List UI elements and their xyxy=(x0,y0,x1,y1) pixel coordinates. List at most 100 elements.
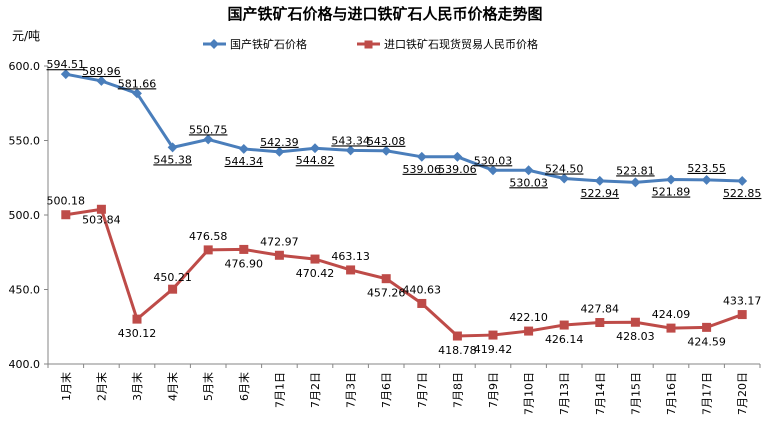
data-point-import xyxy=(239,244,249,254)
data-point-import xyxy=(310,254,320,264)
legend: 国产铁矿石价格 进口铁矿石现货贸易人民币价格 xyxy=(203,37,538,51)
y-tick-label: 600.0 xyxy=(9,60,41,73)
data-label-domestic: 545.38 xyxy=(153,153,192,166)
data-label-import: 422.10 xyxy=(509,311,548,324)
data-label-import: 427.84 xyxy=(581,303,620,316)
data-label-domestic: 539.06 xyxy=(403,163,442,176)
data-label-import: 457.26 xyxy=(367,287,406,300)
legend-marker-import xyxy=(364,40,373,49)
x-tick-label: 7月20日 xyxy=(736,372,749,415)
data-label-domestic: 521.89 xyxy=(652,186,691,199)
x-tick-label: 6月末 xyxy=(237,372,251,401)
data-label-import: 450.21 xyxy=(153,271,192,284)
data-point-import xyxy=(524,326,534,336)
data-point-import xyxy=(203,245,213,255)
data-point-domestic xyxy=(452,151,463,162)
data-label-import: 428.03 xyxy=(616,330,655,343)
data-point-import xyxy=(488,330,498,340)
data-point-domestic xyxy=(167,142,178,153)
x-tick-label: 7月14日 xyxy=(594,372,607,415)
data-label-import: 424.59 xyxy=(687,335,726,348)
data-label-import: 430.12 xyxy=(118,327,157,340)
data-point-import xyxy=(274,250,284,260)
chart-title: 国产铁矿石价格与进口铁矿石人民币价格走势图 xyxy=(227,5,542,23)
x-tick-label: 7月13日 xyxy=(558,372,571,415)
x-axis-ticks: 1月末 2月末 3月末 4月末 5月末 6月末 7月1日 7月2日 7月3日 7月6日 7月7日 7月… xyxy=(59,372,749,415)
data-point-import xyxy=(737,310,747,320)
x-tick-label: 5月末 xyxy=(201,372,215,401)
data-point-domestic xyxy=(203,134,214,145)
x-tick-label: 7月6日 xyxy=(380,372,393,408)
data-point-domestic xyxy=(345,145,356,156)
data-point-import xyxy=(559,320,569,330)
data-label-domestic: 539.06 xyxy=(438,163,477,176)
data-label-domestic: 543.08 xyxy=(367,135,406,148)
data-label-import: 440.63 xyxy=(403,283,442,296)
axes xyxy=(44,65,761,368)
data-point-domestic xyxy=(132,88,142,99)
data-point-import xyxy=(346,265,356,275)
x-tick-label: 7月17日 xyxy=(701,372,714,415)
data-label-import: 419.42 xyxy=(474,343,513,356)
data-point-domestic xyxy=(594,175,605,186)
legend-item-domestic: 国产铁矿石价格 xyxy=(203,37,307,51)
data-label-import: 476.58 xyxy=(189,230,228,243)
data-label-import: 426.14 xyxy=(545,333,584,346)
data-label-import: 424.09 xyxy=(652,308,691,321)
data-point-domestic xyxy=(416,151,427,162)
x-tick-label: 4月末 xyxy=(166,372,180,401)
data-point-domestic xyxy=(523,165,534,176)
series-layer xyxy=(60,69,748,341)
x-tick-label: 7月3日 xyxy=(345,372,358,408)
data-label-domestic: 530.03 xyxy=(474,154,513,167)
data-label-domestic: 550.75 xyxy=(189,123,228,136)
x-tick-label: 7月16日 xyxy=(665,372,678,415)
data-label-domestic: 544.82 xyxy=(296,154,335,167)
data-label-domestic: 544.34 xyxy=(225,155,264,168)
data-label-import: 472.97 xyxy=(260,235,299,248)
data-label-domestic: 522.94 xyxy=(581,187,620,200)
data-point-domestic xyxy=(96,76,107,86)
legend-item-import: 进口铁矿石现货贸易人民币价格 xyxy=(357,37,538,51)
legend-marker-domestic xyxy=(209,39,219,49)
data-point-domestic xyxy=(238,143,249,154)
y-tick-label: 400.0 xyxy=(9,358,41,371)
legend-label-domestic: 国产铁矿石价格 xyxy=(230,37,307,51)
y-tick-label: 500.0 xyxy=(9,209,41,222)
data-point-domestic xyxy=(630,177,641,188)
data-point-import xyxy=(702,322,712,332)
data-label-domestic: 523.55 xyxy=(687,162,726,175)
data-label-domestic: 523.81 xyxy=(616,164,655,177)
data-point-import xyxy=(61,210,71,220)
data-point-domestic xyxy=(559,173,570,184)
data-point-import xyxy=(168,284,178,294)
data-point-domestic xyxy=(381,145,392,156)
x-tick-label: 7月7日 xyxy=(416,372,429,408)
data-label-domestic: 542.39 xyxy=(260,136,299,149)
data-point-domestic xyxy=(310,143,320,154)
data-point-import xyxy=(595,318,605,328)
data-label-import: 476.90 xyxy=(225,257,264,270)
data-label-domestic: 524.50 xyxy=(545,162,584,175)
data-label-domestic: 594.51 xyxy=(47,58,86,71)
y-tick-label: 550.0 xyxy=(9,135,41,148)
data-label-domestic: 522.85 xyxy=(723,187,762,200)
data-point-import xyxy=(381,274,391,284)
data-point-import xyxy=(417,298,427,308)
y-axis-unit: 元/吨 xyxy=(12,29,40,43)
x-tick-label: 7月9日 xyxy=(487,372,500,408)
data-point-domestic xyxy=(488,165,498,176)
data-point-import xyxy=(666,323,676,333)
data-label-import: 433.17 xyxy=(723,295,762,308)
x-tick-label: 7月15日 xyxy=(629,372,642,415)
data-label-domestic: 589.96 xyxy=(82,65,121,78)
data-point-import xyxy=(630,317,640,327)
data-point-domestic xyxy=(274,146,285,157)
data-point-domestic xyxy=(60,69,71,80)
data-label-import: 418.78 xyxy=(438,344,477,357)
legend-label-import: 进口铁矿石现货贸易人民币价格 xyxy=(384,37,538,51)
x-tick-label: 1月末 xyxy=(59,372,73,401)
data-point-import xyxy=(452,331,462,341)
series-line-import xyxy=(65,207,743,338)
